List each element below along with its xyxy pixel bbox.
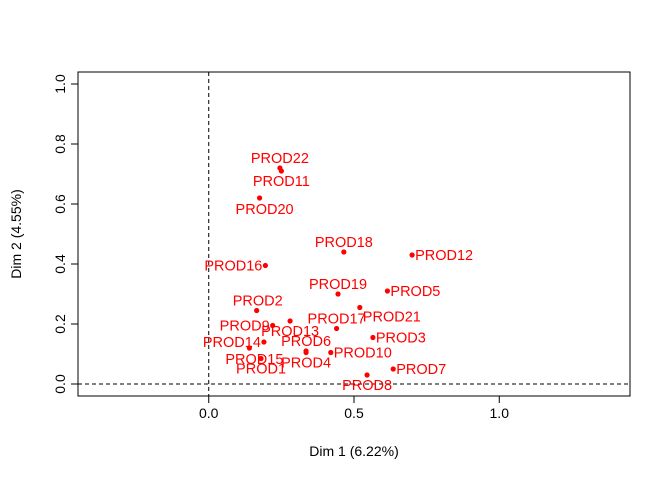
- y-tick-label: 0.8: [52, 134, 68, 154]
- data-point-label: PROD3: [376, 331, 426, 347]
- data-point: [409, 252, 415, 258]
- data-point-label: PROD17: [308, 312, 366, 328]
- data-point-label: PROD13: [261, 324, 319, 340]
- data-point-label: PROD18: [315, 235, 373, 251]
- data-point-label: PROD19: [309, 277, 367, 293]
- data-point: [256, 195, 263, 201]
- data-point: [303, 348, 309, 354]
- data-point-label: PROD2: [233, 294, 283, 310]
- data-point-label: PROD14: [203, 335, 261, 351]
- data-point: [287, 318, 293, 324]
- data-point: [270, 322, 276, 329]
- y-tick-label: 1.0: [52, 74, 68, 94]
- data-point: [384, 288, 391, 294]
- data-point: [370, 334, 376, 341]
- data-point: [328, 349, 334, 356]
- data-point-label: PROD9: [220, 319, 270, 335]
- y-tick-label: 0.2: [52, 314, 68, 334]
- data-point: [364, 372, 370, 378]
- y-tick-label: 0.4: [52, 254, 68, 274]
- data-point-label: PROD11: [253, 174, 310, 190]
- data-point-label: PROD16: [204, 259, 262, 275]
- data-point-label: PROD21: [363, 310, 421, 326]
- data-point-label: PROD12: [415, 248, 473, 264]
- data-point-label: PROD4: [281, 356, 331, 372]
- data-point: [357, 304, 363, 311]
- data-point-label: PROD7: [396, 362, 446, 378]
- data-point-label: PROD22: [251, 151, 309, 167]
- x-tick-label: 0.0: [199, 405, 219, 421]
- data-point: [390, 366, 396, 372]
- data-point: [333, 325, 340, 332]
- data-point: [246, 345, 253, 351]
- y-tick-label: 0.6: [52, 194, 68, 214]
- data-point: [254, 307, 260, 314]
- data-point: [341, 249, 347, 255]
- data-point-label: PROD8: [342, 378, 392, 394]
- data-point-label: PROD1: [236, 362, 286, 378]
- data-point: [277, 165, 283, 171]
- data-point-label: PROD6: [281, 334, 331, 350]
- data-point: [261, 339, 267, 345]
- data-point-label: PROD10: [334, 346, 392, 362]
- y-tick-label: 0.0: [52, 374, 68, 394]
- x-tick-label: 1.0: [490, 405, 510, 421]
- x-axis-label: Dim 1 (6.22%): [309, 443, 398, 459]
- data-point: [262, 262, 268, 269]
- x-tick-label: 0.5: [344, 405, 364, 421]
- y-axis-label: Dim 2 (4.55%): [8, 189, 24, 278]
- data-point: [335, 291, 341, 297]
- data-point-label: PROD15: [225, 352, 283, 368]
- data-point: [258, 355, 264, 362]
- data-point-label: PROD5: [390, 284, 440, 300]
- data-point-label: PROD20: [236, 202, 294, 218]
